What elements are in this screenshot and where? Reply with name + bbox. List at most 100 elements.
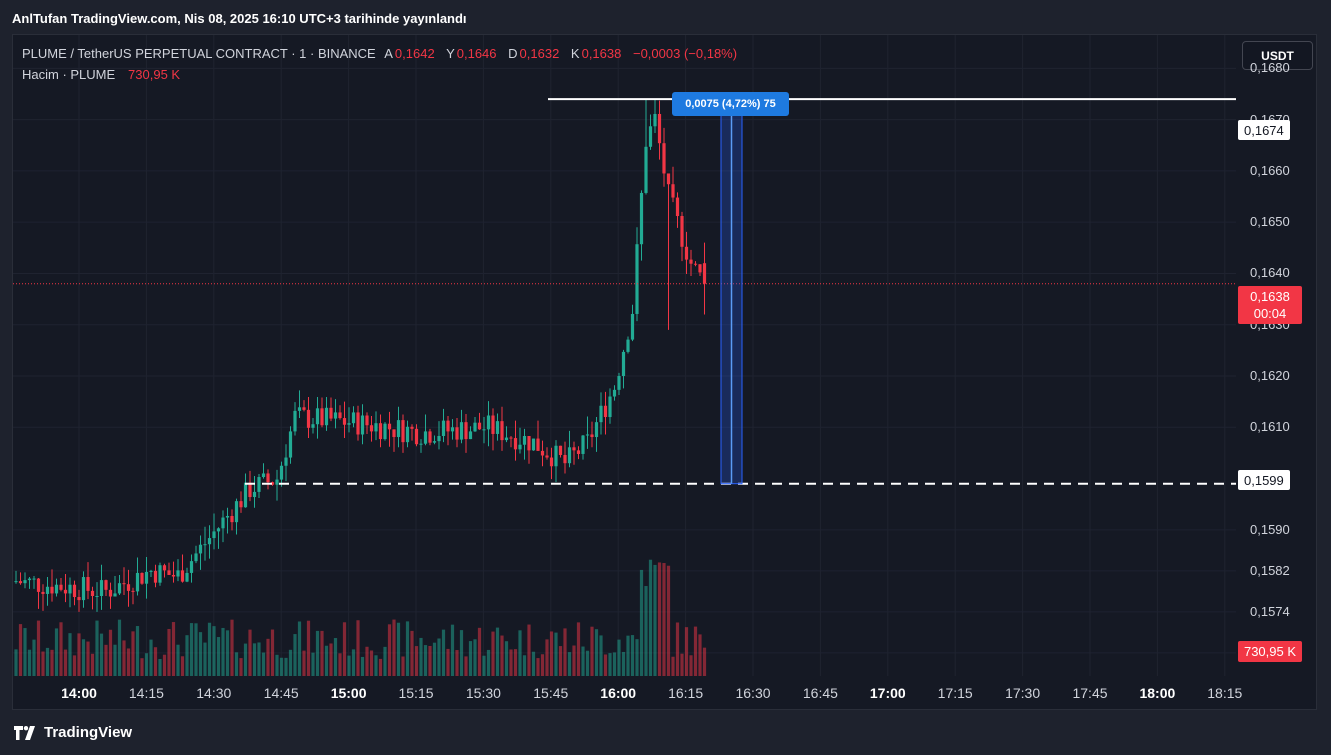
candle-body: [491, 415, 495, 434]
volume-bar: [194, 623, 198, 676]
volume-bar: [468, 641, 473, 676]
candle-body: [536, 438, 540, 451]
currency-button[interactable]: USDT: [1242, 41, 1313, 70]
candle-body: [54, 584, 59, 594]
candle-body: [167, 570, 171, 575]
candle-body: [567, 447, 572, 464]
candle-body: [140, 572, 144, 584]
legend-ohlc: PLUME / TetherUS PERPETUAL CONTRACT · 1 …: [22, 46, 745, 61]
candle-body: [401, 420, 405, 443]
candle-body: [657, 113, 662, 144]
candle-body: [693, 263, 698, 265]
volume-bar: [522, 655, 527, 676]
volume-bar: [266, 638, 270, 676]
volume-bar: [441, 629, 446, 676]
volume-bar: [410, 630, 414, 676]
candle-body: [270, 482, 275, 485]
volume-bar: [77, 633, 81, 676]
volume-bar: [14, 649, 18, 676]
candle-body: [27, 578, 32, 581]
volume-bar: [207, 622, 212, 676]
time-tick-label: 15:45: [533, 685, 569, 701]
volume-bar: [153, 647, 158, 676]
candle-body: [279, 465, 284, 480]
volume-bar: [554, 632, 558, 676]
legend-close-label: K: [570, 46, 580, 61]
candle-body: [99, 580, 104, 597]
volume-bar: [684, 627, 689, 676]
legend-symbol[interactable]: PLUME / TetherUS PERPETUAL CONTRACT · 1 …: [22, 46, 376, 61]
time-tick-label: 14:30: [196, 685, 232, 701]
measure-label[interactable]: 0,0075 (4,72%) 75: [672, 92, 789, 116]
candle-body: [702, 263, 707, 284]
candle-body: [387, 423, 392, 430]
legend-volume: Hacim · PLUME 730,95 K: [22, 67, 188, 82]
candle-body: [153, 570, 158, 583]
volume-bar: [275, 654, 279, 676]
volume-bar: [162, 654, 167, 676]
candle-body: [261, 473, 266, 478]
volume-bar: [581, 646, 585, 676]
volume-bar: [491, 631, 495, 676]
candle-body: [437, 436, 441, 442]
candle-body: [86, 577, 90, 591]
candle-body: [126, 584, 131, 591]
candle-body: [252, 491, 257, 498]
candle-body: [104, 580, 108, 590]
time-tick-label: 15:00: [330, 685, 367, 701]
time-tick-label: 18:15: [1207, 685, 1243, 701]
volume-bar: [473, 639, 477, 676]
volume-bar: [167, 628, 171, 676]
volume-bar: [18, 624, 23, 676]
candle-body: [648, 126, 653, 147]
candle-body: [473, 422, 477, 432]
candle-body: [360, 415, 365, 435]
candle-body: [306, 409, 311, 428]
bar-countdown: 00:04: [1253, 306, 1287, 321]
candle-body: [414, 428, 419, 445]
volume-bar: [513, 649, 518, 676]
candle-body: [266, 473, 270, 483]
candle-body: [342, 418, 347, 425]
volume-bar: [594, 629, 599, 676]
volume-bar: [558, 646, 563, 676]
volume-bar: [405, 621, 410, 676]
candle-body: [374, 423, 378, 432]
tradingview-logo[interactable]: TradingView: [14, 724, 132, 741]
candle-body: [477, 422, 482, 430]
price-tick-label: 0,1574: [1250, 603, 1290, 619]
footer-brand: TradingView: [44, 724, 133, 741]
volume-bar: [621, 651, 626, 676]
legend-volume-label[interactable]: Hacim · PLUME: [22, 67, 116, 82]
candle-body: [419, 443, 423, 445]
time-tick-label: 16:00: [600, 685, 637, 701]
candle-body: [581, 435, 585, 454]
volume-bar: [464, 656, 468, 676]
volume-bar: [387, 624, 392, 676]
candle-body: [59, 584, 63, 590]
volume-bar: [86, 641, 90, 676]
volume-bar: [414, 646, 419, 676]
price-tick-label: 0,1582: [1250, 562, 1290, 578]
candle-body: [45, 586, 50, 594]
candle-body: [32, 578, 36, 580]
candle-body: [455, 427, 459, 440]
volume-bar: [59, 622, 63, 676]
volume-bar: [396, 622, 401, 676]
candle-body: [689, 259, 693, 264]
candle-body: [626, 339, 630, 352]
candle-body: [72, 584, 77, 598]
volume-bar: [324, 645, 329, 676]
volume-bar: [149, 639, 153, 676]
volume-bar: [36, 620, 41, 676]
candle-body: [639, 192, 644, 245]
volume-bar: [360, 656, 365, 676]
volume-bar: [428, 645, 432, 676]
volume-bar: [122, 640, 126, 676]
price-tick-label: 0,1610: [1250, 419, 1290, 435]
volume-bar: [612, 652, 617, 676]
volume-bar: [171, 622, 176, 676]
candle-body: [234, 501, 239, 523]
volume-bar: [279, 657, 284, 676]
